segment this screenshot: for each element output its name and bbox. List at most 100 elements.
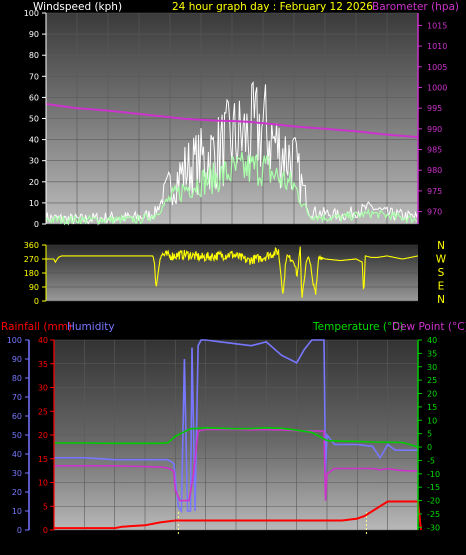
temp-hour-label: 16 [292,537,302,546]
barometer-axis-title: Barometer (hpa) [372,1,459,13]
temp-hour-label: 10 [201,537,211,546]
temp-tick-label: -30 [427,523,440,532]
rain-tick-label: 25 [38,407,48,416]
wind-tick-label: 30 [29,157,39,166]
wind-hour-label: 18 [320,231,330,240]
temp-hour-label: 06 [140,537,150,546]
rain-tick-label: 40 [38,336,48,345]
temp-tick-label: 10 [427,416,437,425]
temp-hour-label: 22 [383,537,393,546]
wind-tick-label: 10 [29,199,39,208]
temp-hour-label: 12 [231,537,241,546]
baro-tick-label: 985 [427,146,442,155]
temp-tick-label: 30 [427,363,437,372]
temp-hour-label: 04 [110,537,120,546]
humidity-axis-title: Humidity [67,321,115,333]
temp-hour-label: 18 [322,537,332,546]
temp-hour-label: 02 [79,537,89,546]
temp-tick-label: 20 [427,390,437,399]
humidity-tick-label: 40 [12,450,22,459]
dir-tick-label: 90 [29,283,39,292]
wind-direction-line [46,246,419,298]
wind-tick-label: 70 [29,72,39,81]
baro-tick-label: 970 [427,208,442,217]
wind-tick-label: 100 [24,9,39,18]
wind-tick-label: 0 [34,220,39,229]
humidity-tick-label: 50 [12,431,22,440]
wind-hour-label: 10 [196,231,206,240]
barometer-line [45,103,419,139]
temp-tick-label: -20 [427,497,440,506]
temp-tick-label: 0 [427,443,432,452]
rain-tick-label: 10 [38,479,48,488]
rain-tick-label: 20 [38,431,48,440]
wind-tick-label: 40 [29,136,39,145]
temperature-line [54,426,419,448]
baro-tick-label: 1010 [427,42,447,51]
rain-tick-label: 5 [43,502,48,511]
wind-hour-label: 02 [72,231,82,240]
temperature-axis-title: Temperature (°C) [312,321,404,333]
humidity-tick-label: 60 [12,412,22,421]
compass-label: E [438,281,445,293]
humidity-tick-label: 20 [12,488,22,497]
wind-tick-label: 90 [29,30,39,39]
dir-tick-label: 180 [24,269,39,278]
rainfall-line [54,500,422,531]
temp-tick-label: -25 [427,510,440,519]
humidity-tick-label: 70 [12,393,22,402]
dir-tick-label: 360 [24,241,39,250]
rain-tick-label: 35 [38,360,48,369]
rainfall-axis-title: Rainfall (mm) [1,321,72,333]
temp-tick-label: -15 [427,483,440,492]
wind-hour-label: 06 [134,231,144,240]
baro-tick-label: 980 [427,166,442,175]
temp-tick-label: 40 [427,336,437,345]
humidity-tick-label: 0 [17,526,22,535]
wind-hour-label: 22 [382,231,392,240]
gust-line [45,152,419,226]
wind-hour-label: 16 [289,231,299,240]
temp-tick-label: -5 [427,456,435,465]
baro-tick-label: 990 [427,125,442,134]
wind-hour-label: 04 [103,231,113,240]
wind-hour-label: 12 [227,231,237,240]
dir-tick-label: 0 [34,297,39,306]
wind-hour-label: 08 [165,231,175,240]
dewpoint-axis-title: Dew Point (°C) [392,321,466,333]
temp-hour-label: 00 [413,537,423,546]
temp-hour-label: 14 [261,537,271,546]
baro-tick-label: 975 [427,187,442,196]
compass-label: S [438,267,445,279]
humidity-line [54,339,418,514]
temp-hour-label: 08 [170,537,180,546]
compass-label: N [437,240,445,252]
chart-title: 24 hour graph day : February 12 2026 [172,1,373,13]
dir-tick-label: 270 [24,255,39,264]
temp-tick-label: -10 [427,470,440,479]
windspeed-axis-title: Windspeed (kph) [33,1,122,13]
temp-tick-label: 25 [427,376,437,385]
baro-tick-label: 1015 [427,21,447,30]
wind-tick-label: 50 [29,115,39,124]
humidity-tick-label: 100 [7,336,22,345]
wind-hour-label: 14 [258,231,268,240]
baro-tick-label: 1005 [427,63,447,72]
dewpoint-line [54,428,419,502]
temp-hour-label: 20 [352,537,362,546]
rain-tick-label: 30 [38,384,48,393]
wind-hour-label: 00 [413,231,423,240]
humidity-tick-label: 80 [12,374,22,383]
baro-tick-label: 1000 [427,83,447,92]
rain-tick-label: 15 [38,455,48,464]
wind-tick-label: 80 [29,51,39,60]
temp-tick-label: 15 [427,403,437,412]
rain-tick-label: 0 [43,526,48,535]
humidity-tick-label: 90 [12,355,22,364]
compass-label: W [436,254,447,266]
temp-tick-label: 5 [427,430,432,439]
compass-label: N [437,294,445,306]
wind-hour-label: 20 [351,231,361,240]
temp-tick-label: 35 [427,349,437,358]
